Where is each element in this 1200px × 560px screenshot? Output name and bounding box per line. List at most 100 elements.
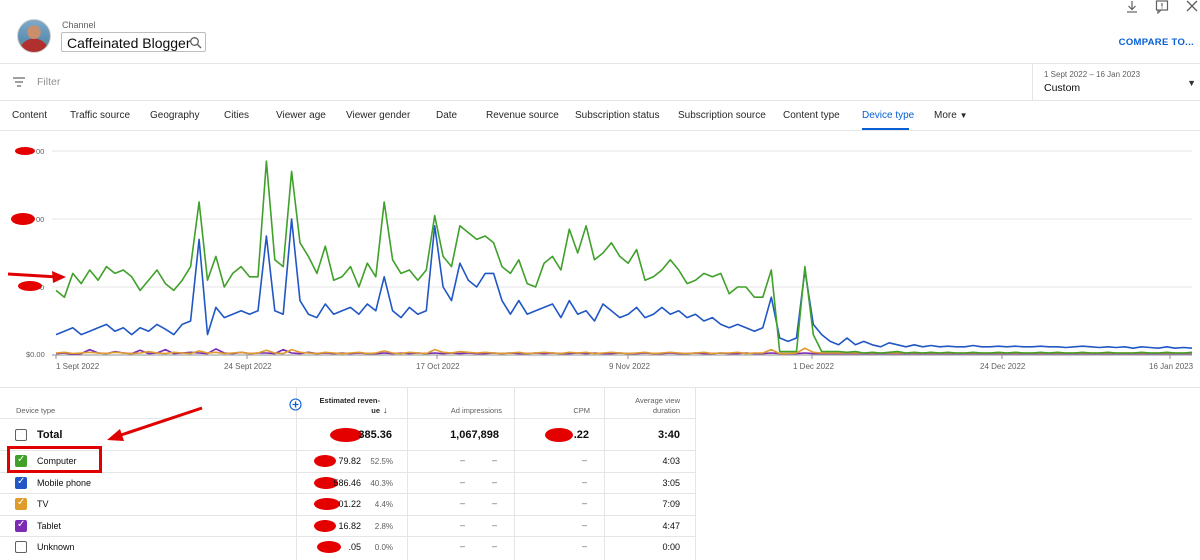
table-row: ✓ Mobile phone 586.46 40.3% – – – 3:05	[0, 472, 695, 494]
series-line-mobile-phone	[55, 218, 1193, 349]
row-label: TV	[37, 499, 49, 509]
row-dash: –	[582, 455, 588, 465]
more-caret-icon: ▼	[959, 111, 968, 120]
close-icon[interactable]	[1185, 0, 1199, 14]
row-revenue: 79.82	[338, 456, 361, 466]
header-average-view-duration[interactable]: Average view duration	[610, 396, 680, 416]
total-label: Total	[37, 429, 63, 441]
chart-series	[55, 160, 1193, 356]
redaction-mark	[15, 147, 35, 155]
redaction-mark	[314, 498, 340, 510]
header-ad-impressions[interactable]: Ad impressions	[450, 406, 502, 415]
table-row: ✓ TV 01.22 4.4% – – – 7:09	[0, 493, 695, 515]
redaction-mark	[317, 541, 341, 553]
tab-geography[interactable]: Geography	[150, 110, 200, 121]
row-checkbox[interactable]	[15, 541, 27, 553]
tab-device-type[interactable]: Device type	[862, 110, 915, 121]
y-tick-label: 00	[36, 147, 44, 156]
tab-cities[interactable]: Cities	[224, 110, 250, 121]
row-label: Unknown	[37, 542, 75, 552]
row-revenue: 01.22	[338, 499, 361, 509]
row-label: Computer	[37, 456, 77, 466]
header-revenue-line1: Estimated reven-	[319, 396, 380, 405]
row-checkbox[interactable]: ✓	[15, 454, 27, 467]
checkmark-icon: ✓	[17, 497, 26, 508]
feedback-icon[interactable]	[1155, 0, 1169, 14]
highlight-box	[7, 446, 102, 473]
redaction-mark	[545, 428, 573, 442]
column-divider	[296, 388, 297, 560]
device-type-table: Device type Estimated reven- ue ↓ Ad imp…	[0, 387, 1200, 560]
row-checkbox[interactable]: ✓	[15, 476, 27, 489]
total-revenue: 385.36	[358, 429, 392, 441]
x-tick-label: 24 Sept 2022	[224, 362, 272, 371]
row-avg-duration: 4:47	[662, 521, 680, 531]
header-device-type[interactable]: Device type	[16, 406, 56, 415]
channel-selector[interactable]: Caffeinated Blogger	[61, 32, 206, 52]
checkmark-icon: ✓	[17, 454, 26, 465]
channel-header: Channel Caffeinated Blogger COMPARE TO..…	[0, 0, 1200, 64]
tab-more[interactable]: More ▼	[934, 110, 968, 121]
y-tick-label: $0.00	[26, 350, 45, 359]
row-dash: –	[460, 520, 466, 530]
compare-to-button[interactable]: COMPARE TO...	[1118, 37, 1194, 48]
header-avg-line1: Average view	[635, 396, 680, 405]
tab-content-type[interactable]: Content type	[783, 110, 840, 121]
row-dash: –	[460, 498, 466, 508]
tab-revenue-source[interactable]: Revenue source	[486, 110, 559, 121]
header-estimated-revenue[interactable]: Estimated reven- ue	[300, 396, 380, 416]
total-ad-impressions: 1,067,898	[450, 429, 499, 441]
download-icon[interactable]	[1125, 0, 1139, 14]
date-range-label: Custom	[1044, 82, 1081, 94]
row-dash: –	[582, 520, 588, 530]
row-dash: –	[582, 541, 588, 551]
x-axis-ticks	[55, 355, 1171, 359]
search-icon[interactable]	[189, 36, 203, 50]
filter-input[interactable]: Filter	[37, 76, 61, 88]
row-dash: –	[460, 541, 466, 551]
revenue-line-chart: 00 00 0 $0.00 1 Sept 2022 24 Sept 2022 1…	[7, 147, 1194, 371]
row-dash: –	[492, 477, 498, 487]
header-cpm[interactable]: CPM	[573, 406, 590, 415]
tab-content[interactable]: Content	[12, 110, 48, 121]
filter-bar: Filter 1 Sept 2022 – 16 Jan 2023 Custom …	[0, 64, 1200, 101]
filter-icon[interactable]	[12, 75, 26, 89]
date-range-selector[interactable]: 1 Sept 2022 – 16 Jan 2023 Custom ▼	[1032, 64, 1200, 101]
row-revenue-percent: 52.5%	[370, 457, 393, 466]
table-row: ✓ Tablet 16.82 2.8% – – – 4:47	[0, 515, 695, 537]
total-row: Total 385.36 1,067,898 .22 3:40	[0, 418, 695, 450]
table-row: ✓ Computer 79.82 52.5% – – – 4:03	[0, 450, 695, 472]
y-tick-label: 00	[36, 215, 44, 224]
row-revenue: 586.46	[333, 478, 361, 488]
redaction-mark	[11, 213, 35, 225]
tab-traffic-source[interactable]: Traffic source	[70, 110, 131, 121]
tab-subscription-source[interactable]: Subscription source	[678, 110, 766, 121]
x-tick-label: 9 Nov 2022	[609, 362, 650, 371]
row-dash: –	[492, 520, 498, 530]
row-revenue-percent: 2.8%	[374, 522, 393, 531]
tab-date[interactable]: Date	[436, 110, 458, 121]
x-tick-label: 1 Sept 2022	[56, 362, 100, 371]
row-avg-duration: 3:05	[662, 478, 680, 488]
dropdown-caret-icon: ▼	[1187, 78, 1196, 88]
row-dash: –	[492, 455, 498, 465]
tab-viewer-age[interactable]: Viewer age	[276, 110, 326, 121]
annotation-arrow-table	[107, 406, 203, 441]
tab-subscription-status[interactable]: Subscription status	[575, 110, 660, 121]
row-checkbox[interactable]: ✓	[15, 519, 27, 532]
total-checkbox[interactable]	[15, 429, 27, 441]
header-avg-line2: duration	[652, 406, 680, 415]
x-tick-label: 16 Jan 2023	[1149, 362, 1194, 371]
row-avg-duration: 7:09	[662, 499, 680, 509]
dimension-tabs: Content Traffic source Geography Cities …	[0, 101, 1200, 131]
sort-down-icon[interactable]: ↓	[383, 405, 388, 415]
chart-grid	[52, 150, 1192, 356]
row-revenue-percent: 4.4%	[374, 500, 393, 509]
column-divider	[514, 388, 515, 560]
date-range-text: 1 Sept 2022 – 16 Jan 2023	[1044, 70, 1141, 79]
add-metric-icon[interactable]	[289, 398, 302, 411]
checkmark-icon: ✓	[17, 519, 26, 530]
row-revenue: 16.82	[338, 521, 361, 531]
tab-viewer-gender[interactable]: Viewer gender	[346, 110, 411, 121]
row-checkbox[interactable]: ✓	[15, 497, 27, 510]
